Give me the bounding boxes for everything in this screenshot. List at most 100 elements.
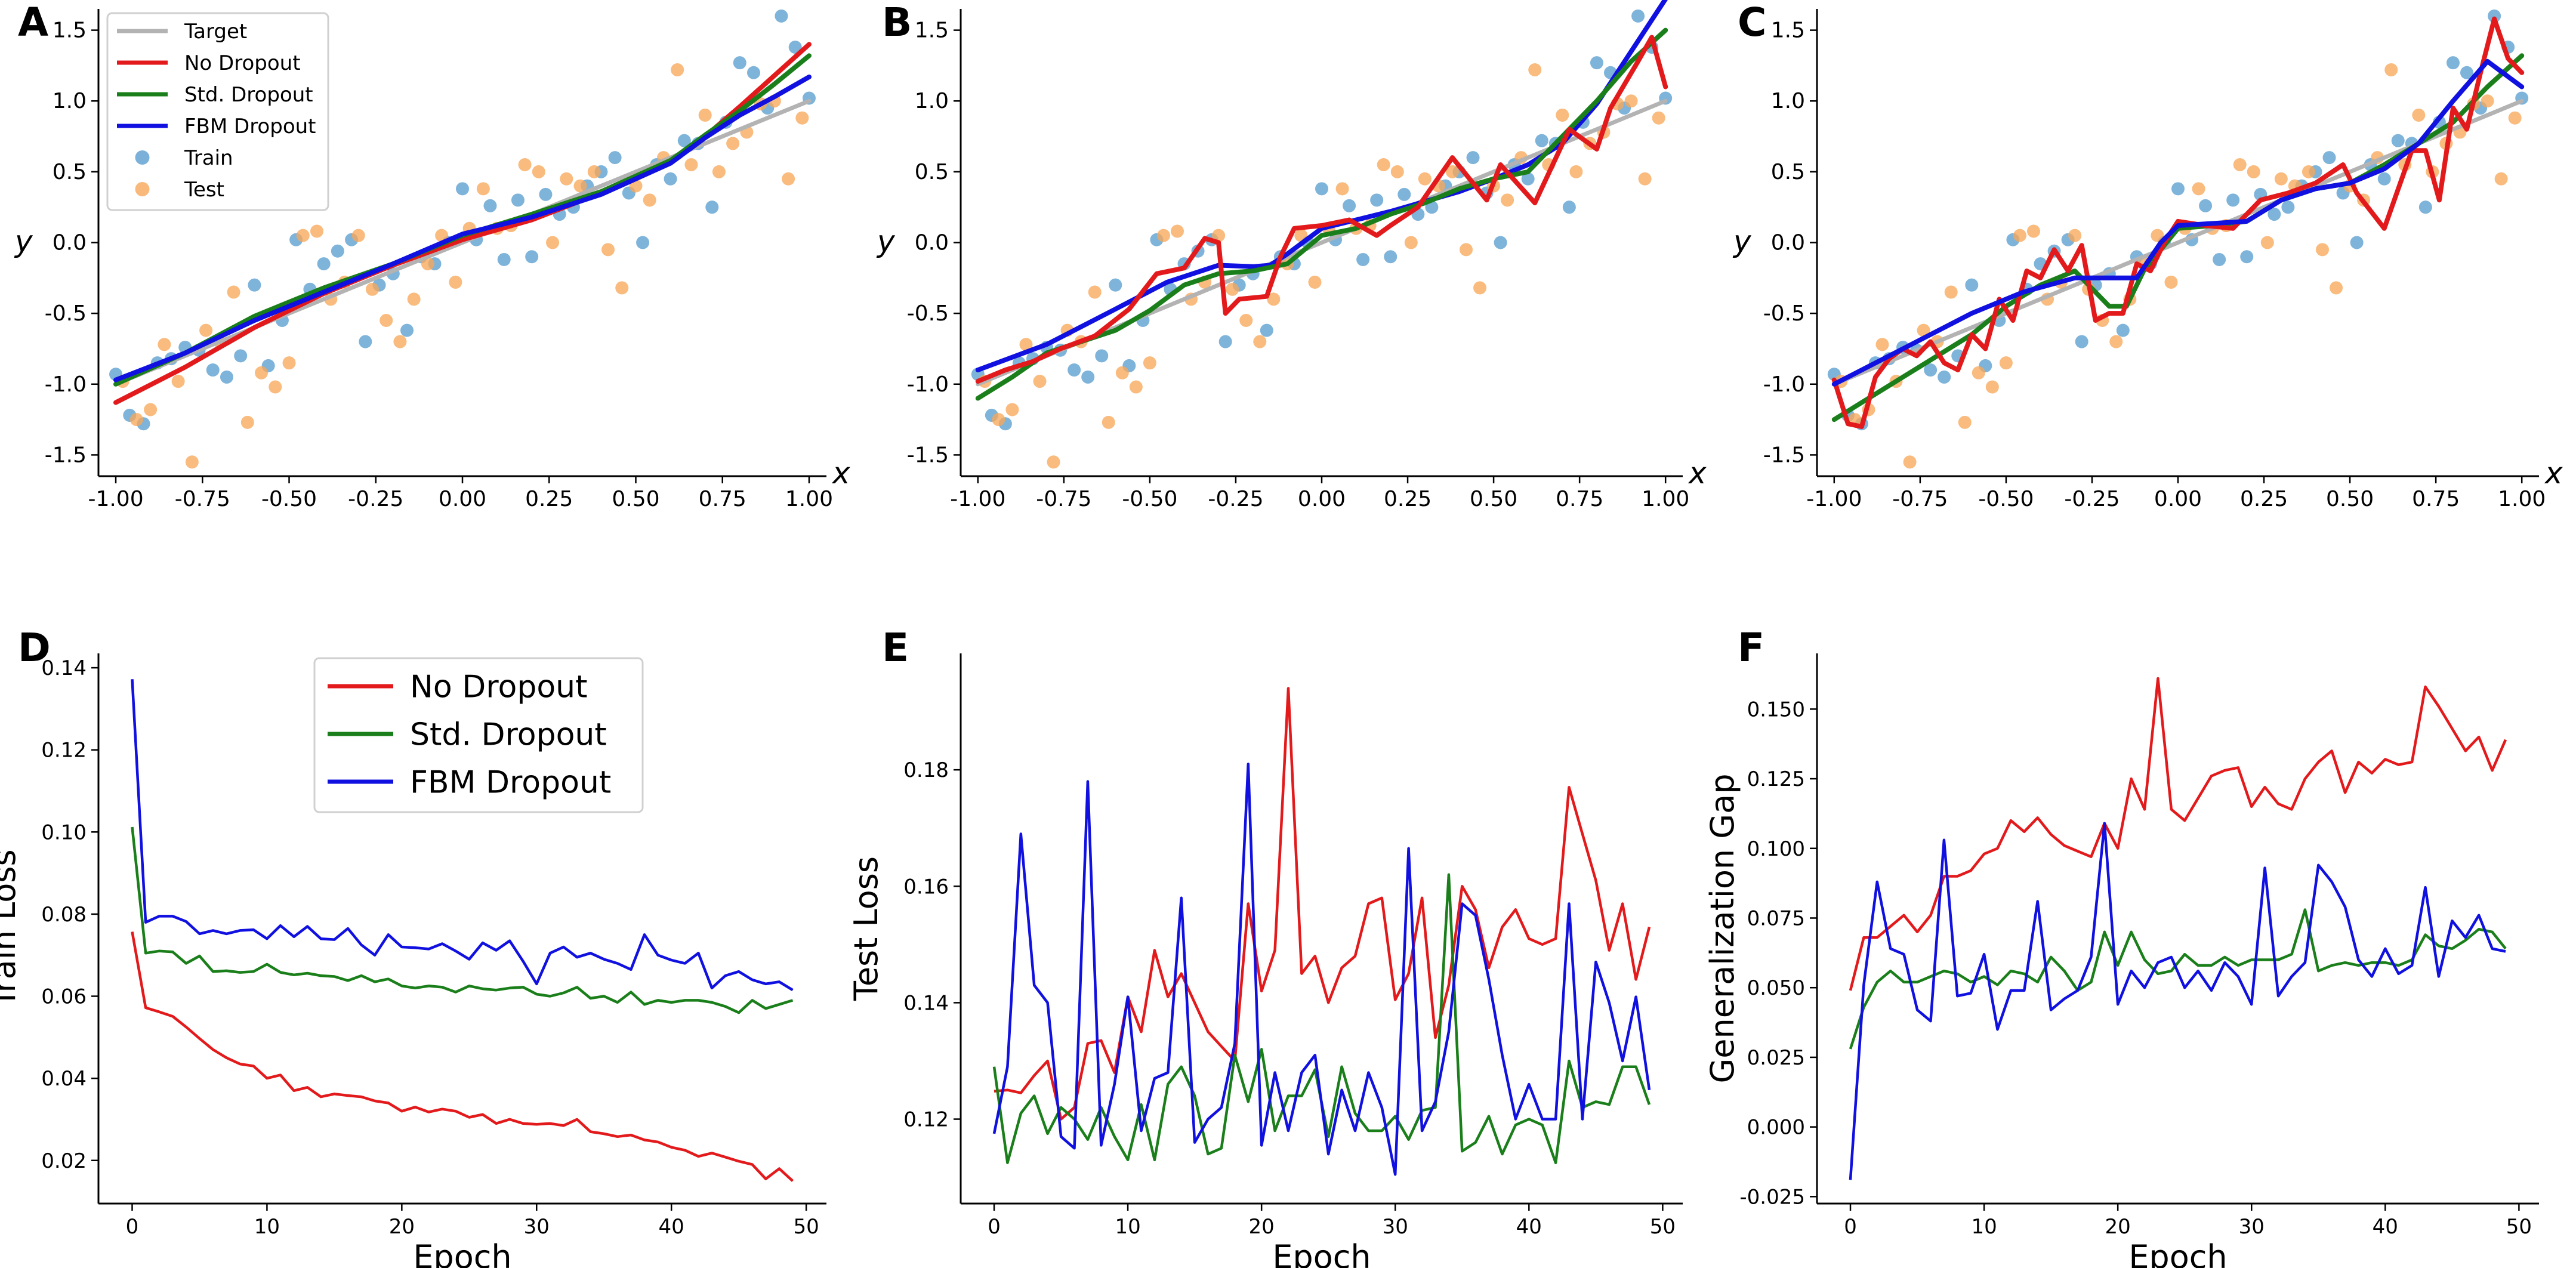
train-point bbox=[2075, 335, 2088, 348]
test-point bbox=[1033, 375, 1047, 388]
y-tick-label: -1.0 bbox=[45, 372, 87, 397]
y-tick-label: 0.000 bbox=[1747, 1116, 1805, 1140]
train-point bbox=[1315, 182, 1328, 196]
y-tick-label: 1.0 bbox=[53, 89, 87, 113]
test-point bbox=[282, 356, 296, 370]
test-point bbox=[560, 172, 573, 186]
legend-label: No Dropout bbox=[410, 670, 588, 705]
fbm-dropout-curve bbox=[113, 74, 812, 382]
x-tick-label: 0 bbox=[126, 1215, 139, 1239]
y-axis-label: y bbox=[14, 224, 33, 259]
x-tick-label: -0.75 bbox=[175, 487, 230, 511]
x-tick-label: 0.75 bbox=[1556, 487, 1603, 511]
test-point bbox=[129, 413, 143, 427]
test-point bbox=[2151, 229, 2164, 242]
test-point bbox=[671, 63, 684, 77]
x-tick-label: 20 bbox=[1249, 1215, 1275, 1239]
y-tick-label: 0.5 bbox=[915, 160, 949, 184]
test-point bbox=[1569, 165, 1583, 178]
test-point bbox=[2302, 165, 2315, 178]
y-tick-label: -1.5 bbox=[907, 443, 949, 467]
test-point bbox=[1377, 158, 1390, 171]
legend-label: Target bbox=[184, 20, 247, 44]
x-axis-label: x bbox=[831, 456, 850, 490]
test-point bbox=[726, 137, 740, 150]
test-point bbox=[2164, 275, 2178, 289]
y-tick-label: 0.0 bbox=[1771, 231, 1805, 255]
y-tick-label: 0.5 bbox=[53, 160, 87, 184]
x-tick-label: 50 bbox=[793, 1215, 819, 1239]
panel-label-d: D bbox=[18, 625, 51, 671]
y-tick-label: -1.5 bbox=[1763, 443, 1805, 467]
x-tick-label: -0.75 bbox=[1892, 487, 1948, 511]
train-point bbox=[1370, 193, 1384, 207]
x-tick-label: 10 bbox=[1971, 1215, 1997, 1239]
train-point bbox=[539, 187, 553, 201]
test-point bbox=[435, 229, 449, 242]
fbm-dropout-curve bbox=[1831, 58, 2525, 387]
test-point bbox=[1308, 275, 1322, 289]
x-tick-label: 50 bbox=[1650, 1215, 1676, 1239]
test-point bbox=[351, 229, 365, 242]
y-axis-label: y bbox=[876, 224, 896, 259]
train-point bbox=[2116, 323, 2130, 337]
x-tick-label: -0.25 bbox=[348, 487, 403, 511]
test-point bbox=[171, 375, 185, 388]
x-axis-label: Epoch bbox=[2128, 1238, 2227, 1268]
test-point bbox=[1404, 236, 1418, 249]
test-point bbox=[365, 282, 379, 296]
x-tick-label: 0.25 bbox=[525, 487, 573, 511]
train-point bbox=[2213, 252, 2226, 266]
train-point bbox=[511, 193, 525, 207]
x-tick-label: 1.00 bbox=[2498, 487, 2546, 511]
x-tick-label: 40 bbox=[2373, 1215, 2398, 1239]
legend-label: Std. Dropout bbox=[184, 83, 313, 107]
test-point bbox=[2109, 335, 2123, 348]
test-point bbox=[199, 323, 213, 337]
y-tick-label: 0.06 bbox=[41, 985, 87, 1009]
train-point bbox=[788, 41, 802, 54]
x-tick-label: 40 bbox=[659, 1215, 684, 1239]
x-tick-label: 10 bbox=[1115, 1215, 1140, 1239]
test-point bbox=[698, 108, 712, 122]
y-tick-label: 0.100 bbox=[1747, 837, 1805, 861]
train-point bbox=[1631, 9, 1645, 23]
panel-c: -1.00 -0.75 -0.50 -0.25 0.00 0.25 0.50 0.75 1.00… bbox=[1732, 0, 2563, 511]
y-tick-label: 1.5 bbox=[53, 18, 87, 43]
train-point bbox=[1924, 363, 1938, 377]
train-point bbox=[1938, 370, 1951, 384]
train-point bbox=[1081, 370, 1095, 384]
y-tick-label: 0.16 bbox=[903, 875, 949, 899]
x-tick-label: 0.25 bbox=[1384, 487, 1432, 511]
test-point bbox=[1129, 380, 1143, 394]
train-point bbox=[733, 56, 746, 70]
y-axis-label: Train Loss bbox=[0, 849, 23, 1008]
panel-label-b: B bbox=[882, 0, 912, 45]
train-point bbox=[1562, 200, 1576, 214]
train-point bbox=[2171, 182, 2185, 196]
test-point bbox=[393, 335, 407, 348]
train-point bbox=[497, 252, 511, 266]
x-tick-label: -1.00 bbox=[950, 487, 1005, 511]
std-dropout-line bbox=[1849, 908, 2507, 1050]
x-tick-label: 50 bbox=[2506, 1215, 2532, 1239]
no-dropout-line bbox=[1849, 677, 2507, 991]
test-point bbox=[1088, 285, 1102, 299]
test-point bbox=[615, 281, 629, 295]
test-point bbox=[1143, 356, 1156, 370]
train-point bbox=[206, 363, 220, 377]
legend-label: Train bbox=[184, 146, 233, 170]
x-axis-label: x bbox=[1687, 456, 1707, 490]
test-point bbox=[2068, 229, 2082, 242]
test-point bbox=[2027, 224, 2040, 238]
test-point bbox=[2494, 172, 2508, 186]
test-point bbox=[1985, 380, 1999, 394]
x-tick-label: -0.75 bbox=[1036, 487, 1091, 511]
no-dropout-line bbox=[131, 931, 794, 1182]
x-tick-label: 0.50 bbox=[612, 487, 659, 511]
x-tick-label: 40 bbox=[1516, 1215, 1542, 1239]
test-point bbox=[1335, 182, 1349, 196]
train-point bbox=[2377, 172, 2391, 186]
test-point bbox=[255, 366, 269, 380]
y-tick-label: 1.0 bbox=[915, 89, 949, 113]
